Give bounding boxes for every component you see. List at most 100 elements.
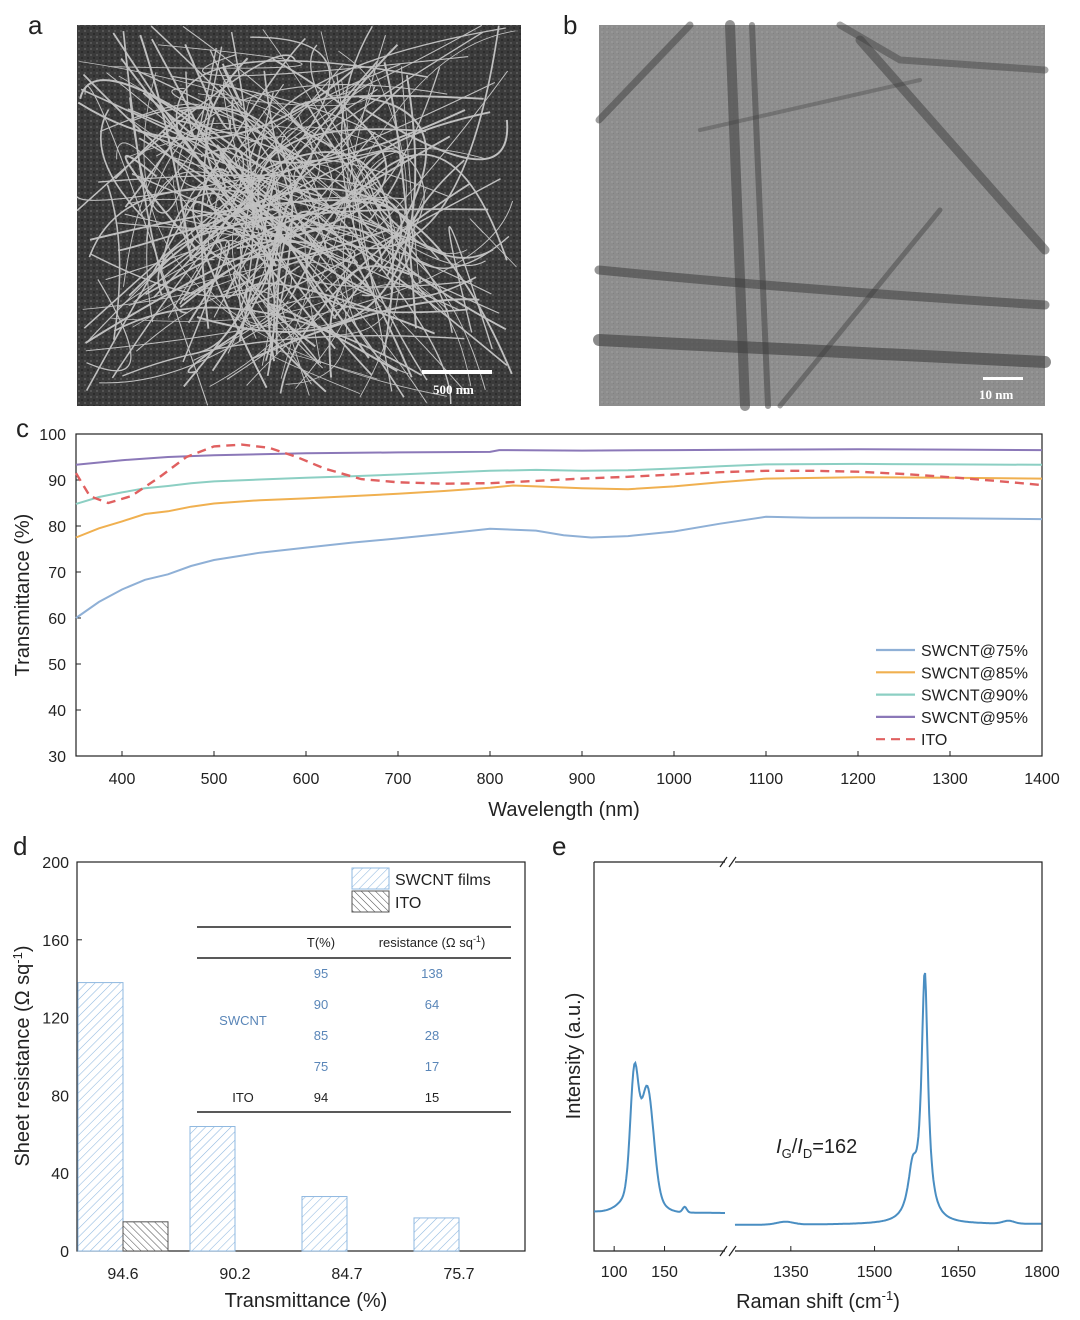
table-cell: 85 [314,1028,328,1043]
x-tick-label-e: 1500 [857,1264,893,1281]
nanotube-fiber [239,92,288,326]
legend-label-c: SWCNT@85% [921,665,1028,682]
nanotube-fiber [122,336,464,376]
y-tick-label-d: 160 [42,933,69,950]
x-tick-label-c: 800 [477,771,504,788]
nanotube-fiber [170,119,307,165]
nanotube-fiber [401,66,420,283]
nanotube-fiber [198,51,373,106]
y-tick-label-c: 40 [48,703,66,720]
table-cell: 15 [425,1090,439,1105]
nanotube-fiber [117,26,332,228]
nanotube-fiber [143,93,322,252]
nanotube-fiber [101,110,145,220]
nanotube-fiber [128,109,322,196]
nanotube-fiber [470,219,516,267]
nanotube-fiber [160,151,403,270]
nanotube-fiber [80,80,269,173]
y-tick-label-d: 40 [51,1166,69,1183]
x-tick-label-e: 1650 [940,1264,976,1281]
x-tick-label-c: 500 [201,771,228,788]
nanotube-fiber [179,108,292,361]
nanotube-fiber [177,61,428,138]
legend-label-c: SWCNT@75% [921,643,1028,660]
nanotube-fiber [321,31,426,228]
table-cell: 17 [425,1059,439,1074]
y-tick-label-d: 120 [42,1011,69,1028]
nanotube-fiber [285,216,507,366]
series-line-swcnt-75- [75,515,1043,619]
bar-swcnt-films [77,982,124,1252]
raman-spectrum-high [734,972,1042,1226]
scale-bar-a [422,370,492,374]
nanotube-fiber [77,55,295,210]
nanotube-fiber [84,75,373,294]
y-tick-label-c: 80 [48,519,66,536]
panel-label-b: b [563,10,577,40]
legend-label-c: ITO [921,732,947,749]
y-tick-label-c: 30 [48,749,66,766]
x-tick-label-c: 1000 [656,771,692,788]
nanotube-fiber [235,136,499,313]
x-tick-label-d: 90.2 [219,1266,250,1283]
x-tick-label-c: 700 [385,771,412,788]
nanotube-fiber [264,227,491,303]
nanotube-fiber [140,35,191,261]
nanotube-fiber [87,279,131,370]
inset-table: T(%) resistance (Ω sq-1) SWCNT 95 138 90… [197,926,511,1113]
x-axis-label-e: Raman shift (cm-1) [736,1288,900,1313]
nanotube-fiber [449,227,492,349]
nanotube-fiber [171,76,425,249]
raman-chart: 100 150 1350 1500 1650 1800 Raman shift (cm-1… [563,856,1060,1313]
nanotube-fiber [269,136,450,260]
table-header-t: T(%) [307,935,335,950]
nanotube-fiber [110,66,406,321]
series-line-ito [74,443,1043,505]
table-cell: 64 [425,997,439,1012]
y-tick-label-d: 0 [60,1244,69,1261]
x-tick-label-e: 150 [651,1264,678,1281]
x-tick-label-c: 400 [109,771,136,788]
nanotube-fiber [137,71,453,333]
bar-swcnt-films [413,1217,460,1252]
nanotube-fiber [330,266,410,377]
sem-image: 500 nm [77,25,521,406]
nanotube-fiber [366,110,508,159]
nanotube-fiber [210,50,439,208]
nanotube-fiber [385,62,417,328]
nanotube-fiber [78,71,352,139]
nanotube-fiber [329,25,482,95]
x-tick-label-c: 900 [569,771,596,788]
x-tick-label-c: 600 [293,771,320,788]
plot-frame-c [75,433,1043,757]
series-line-swcnt-90- [75,462,1043,505]
nanotube-fiber [270,84,378,157]
legend-swatch-ito [351,890,390,913]
x-tick-label-d: 84.7 [331,1266,362,1283]
plot-frame-d [76,861,526,1252]
table-group-swcnt: SWCNT [219,1013,267,1028]
nanotube-fiber [234,272,320,364]
x-tick-label-c: 1400 [1024,771,1060,788]
nanotube-fiber [343,35,408,374]
table-cell: 95 [314,966,328,981]
nanotube-fiber [158,209,488,296]
x-tick-label-e: 1800 [1024,1264,1060,1281]
y-tick-label-d: 200 [42,855,69,872]
nanotube-fiber [86,201,513,351]
nanotube-fiber [180,84,312,234]
scale-bar-label-a: 500 nm [433,382,474,397]
y-tick-label-c: 90 [48,473,66,490]
legend-swatch-swcnt-films [351,867,390,890]
bar-swcnt-films [189,1126,236,1252]
nanotube-fiber [188,328,247,373]
nanotube-fiber [193,202,335,388]
raman-spectrum-low [593,1060,725,1214]
nanotube-fiber [341,26,427,380]
x-axis-label-d: Transmittance (%) [225,1290,388,1312]
nanotube-fiber [129,262,354,388]
x-axis-label-c: Wavelength (nm) [488,799,640,821]
legend-label-swcnt-films: SWCNT films [395,872,491,889]
nanotube-fiber [223,64,242,105]
nanotube-fiber [106,137,320,280]
